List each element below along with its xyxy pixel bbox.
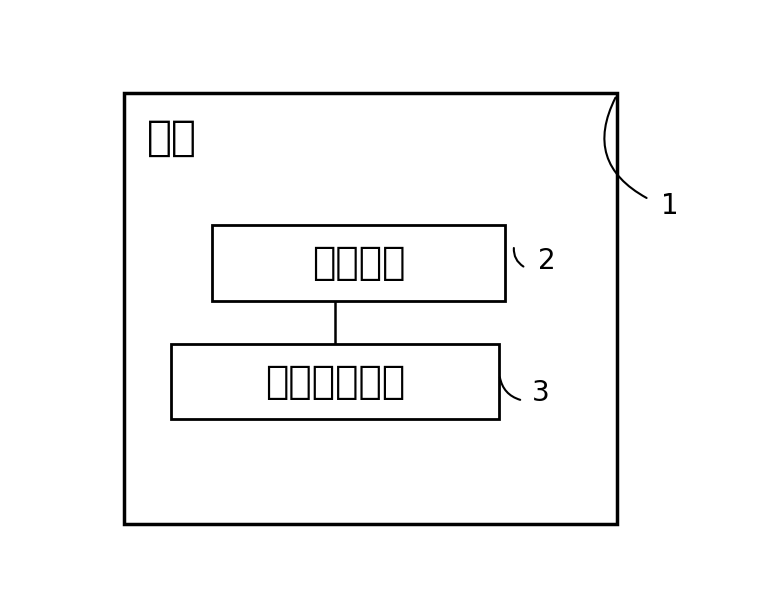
Bar	[212, 225, 506, 301]
Bar	[171, 344, 500, 419]
Text: 信号传输模块: 信号传输模块	[265, 363, 405, 400]
Text: 3: 3	[531, 379, 550, 408]
Text: 1: 1	[661, 192, 678, 220]
Text: 控制模块: 控制模块	[312, 244, 406, 282]
Text: 装置: 装置	[148, 116, 198, 159]
Bar	[124, 93, 617, 524]
Text: 2: 2	[537, 247, 555, 275]
